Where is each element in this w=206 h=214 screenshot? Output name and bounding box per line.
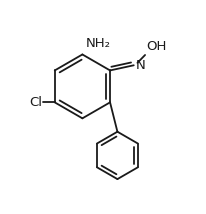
Text: OH: OH xyxy=(146,40,166,53)
Text: Cl: Cl xyxy=(29,96,42,109)
Text: N: N xyxy=(135,59,145,72)
Text: NH₂: NH₂ xyxy=(85,37,110,50)
